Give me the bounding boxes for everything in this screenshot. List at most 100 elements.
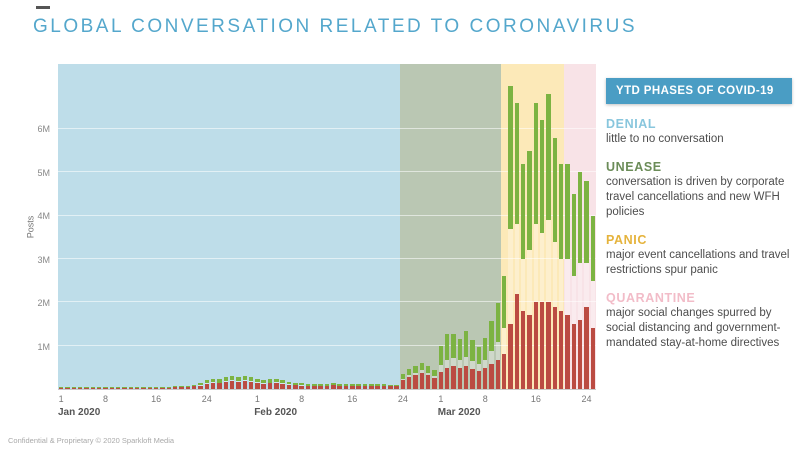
bar-segment-positive: [77, 386, 83, 388]
bar-segment-negative: [451, 366, 456, 389]
bar-segment-positive: [476, 346, 482, 365]
bar-segment-positive: [552, 137, 558, 242]
bar-segment-positive: [413, 365, 418, 373]
bar-day-7: [96, 64, 102, 389]
bar-segment-neutral: [217, 382, 222, 384]
bar-segment-neutral: [514, 224, 520, 294]
bar-segment-negative: [331, 385, 336, 389]
bar-segment-positive: [375, 383, 380, 386]
bar-day-53: [388, 64, 393, 389]
bar-segment-positive: [166, 386, 171, 388]
bar-day-70: [495, 64, 501, 389]
bar-day-83: [577, 64, 583, 389]
bar-segment-positive: [267, 379, 273, 383]
bar-day-68: [483, 64, 488, 389]
bar-segment-positive: [324, 383, 330, 386]
bar-segment-positive: [369, 383, 374, 386]
bar-segment-negative: [172, 387, 178, 389]
bar-day-78: [546, 64, 551, 389]
bar-segment-positive: [90, 386, 96, 388]
bar-segment-negative: [577, 319, 583, 389]
bar-segment-neutral: [413, 372, 418, 376]
x-tick-label: 8: [482, 394, 488, 404]
y-tick-label: 4M: [37, 211, 50, 222]
bar-segment-positive: [210, 378, 216, 383]
bar-day-41: [312, 64, 317, 389]
bar-segment-positive: [318, 383, 323, 386]
bar-segment-negative: [160, 387, 165, 389]
bar-day-67: [476, 64, 482, 389]
bar-segment-negative: [318, 385, 323, 389]
bar-day-6: [90, 64, 96, 389]
bar-segment-neutral: [584, 263, 589, 307]
bar-segment-positive: [565, 163, 570, 260]
bar-segment-neutral: [407, 374, 412, 377]
bar-segment-negative: [590, 328, 596, 389]
bar-segment-neutral: [451, 357, 456, 367]
bar-segment-positive: [445, 333, 450, 360]
bar-segment-neutral: [457, 360, 463, 369]
bar-segment-neutral: [539, 233, 545, 303]
bar-segment-neutral: [558, 259, 564, 311]
gridline: [58, 128, 596, 129]
bar-segment-negative: [565, 315, 570, 389]
bar-segment-negative: [457, 368, 463, 389]
bar-segment-positive: [381, 383, 387, 386]
bar-segment-negative: [508, 324, 513, 389]
bar-day-76: [533, 64, 539, 389]
bar-segment-negative: [495, 359, 501, 389]
bar-segment-neutral: [419, 370, 425, 374]
bar-day-79: [552, 64, 558, 389]
bar-segment-negative: [476, 370, 482, 389]
bar-segment-negative: [198, 385, 203, 389]
bar-segment-positive: [134, 386, 140, 388]
bar-segment-positive: [223, 377, 228, 382]
bar-segment-negative: [229, 381, 235, 389]
bar-day-25: [210, 64, 216, 389]
bar-segment-negative: [261, 383, 266, 389]
bar-segment-negative: [128, 387, 133, 389]
bar-segment-negative: [71, 387, 77, 389]
bar-segment-negative: [350, 386, 355, 389]
bar-segment-positive: [451, 333, 456, 358]
bar-day-20: [179, 64, 184, 389]
month-label: Jan 2020: [58, 407, 101, 418]
bar-segment-negative: [248, 382, 254, 389]
bar-segment-negative: [343, 386, 349, 389]
bar-segment-neutral: [571, 276, 577, 324]
bar-segment-positive: [242, 375, 247, 380]
bar-segment-negative: [255, 382, 260, 389]
bar-segment-negative: [483, 368, 488, 389]
bar-segment-neutral: [210, 382, 216, 383]
bar-segment-positive: [198, 382, 203, 386]
bar-segment-negative: [210, 382, 216, 389]
bar-segment-neutral: [495, 342, 501, 360]
bar-segment-positive: [147, 386, 152, 388]
bar-segment-neutral: [590, 280, 596, 329]
bar-segment-positive: [204, 379, 209, 383]
bar-segment-positive: [457, 338, 463, 361]
bar-segment-negative: [470, 369, 475, 389]
sidebar-header: YTD PHASES OF COVID-19: [606, 78, 792, 104]
bar-segment-positive: [577, 172, 583, 264]
x-tick-label: 1: [438, 394, 444, 404]
bar-segment-positive: [483, 337, 488, 360]
bar-segment-negative: [413, 375, 418, 389]
bar-day-43: [324, 64, 330, 389]
bar-day-46: [343, 64, 349, 389]
bar-segment-negative: [546, 302, 551, 389]
bar-segment-positive: [584, 181, 589, 264]
bar-segment-negative: [381, 385, 387, 389]
bar-segment-negative: [394, 386, 399, 389]
bar-segment-positive: [508, 85, 513, 229]
bar-segment-negative: [400, 380, 406, 389]
bar-segment-negative: [147, 387, 152, 389]
bar-day-49: [362, 64, 368, 389]
bar-day-37: [286, 64, 292, 389]
bar-segment-negative: [77, 387, 83, 389]
x-tick-label: 1: [254, 394, 260, 404]
bar-segment-positive: [438, 345, 444, 366]
bar-segment-positive: [153, 386, 159, 388]
bar-day-51: [375, 64, 380, 389]
